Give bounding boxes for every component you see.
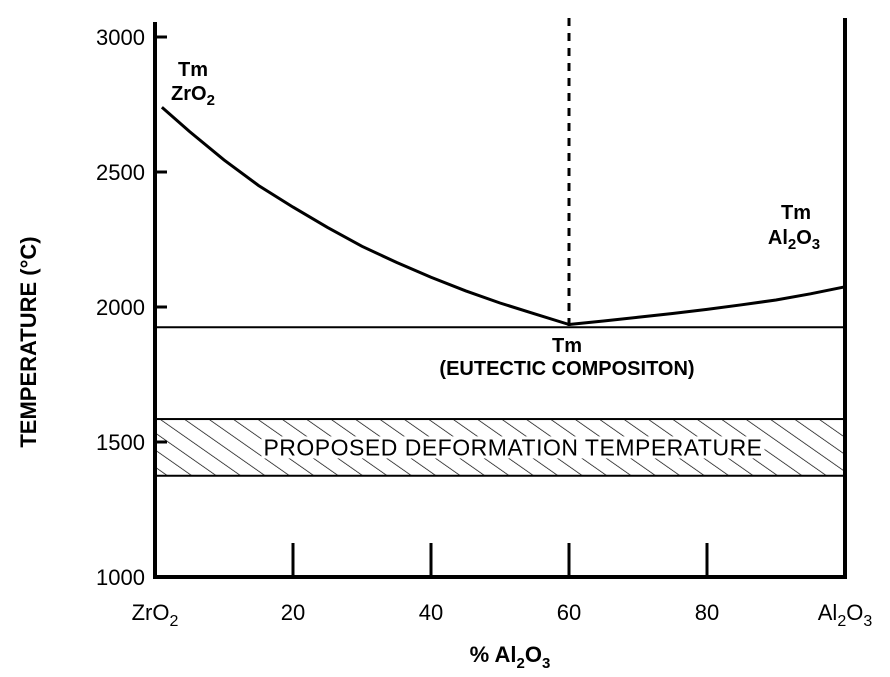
x-tick-label: ZrO2 xyxy=(132,600,179,630)
annotation-eutectic: Tm (EUTECTIC COMPOSITON) xyxy=(439,335,694,380)
y-tick-label: 2500 xyxy=(96,160,145,185)
x-axis-ticks: ZrO2 20 40 60 80 Al2O3 xyxy=(132,543,873,630)
y-tick-label: 1500 xyxy=(96,430,145,455)
annotation-al2o3-tm: Tm xyxy=(781,202,811,224)
x-axis-title-sub2: 3 xyxy=(542,655,550,672)
annotation-zro2-tm: Tm xyxy=(178,59,208,81)
x-axis-title-sub1: 2 xyxy=(517,655,525,672)
y-tick-label: 2000 xyxy=(96,295,145,320)
liquidus-curve-zro2 xyxy=(160,106,570,326)
x-axis-title: % Al2O3 xyxy=(470,642,551,672)
x-tick-label: Al2O3 xyxy=(818,600,873,630)
y-tick-label: 1000 xyxy=(96,565,145,590)
y-tick-label: 3000 xyxy=(96,25,145,50)
x-axis-title-mid: O xyxy=(525,642,542,667)
deformation-band: PROPOSED DEFORMATION TEMPERATURE xyxy=(154,418,846,477)
deformation-band-label-background xyxy=(261,436,765,459)
annotation-zro2-formula: ZrO2 xyxy=(171,83,215,109)
x-tick-label: 20 xyxy=(281,600,305,625)
x-axis-title-prefix: % xyxy=(470,642,495,667)
x-tick-label: 60 xyxy=(557,600,581,625)
annotation-al2o3-melting: Tm Al2O3 xyxy=(768,202,820,253)
liquidus-curve-al2o3 xyxy=(568,285,846,326)
annotation-zro2-melting: Tm ZrO2 xyxy=(171,59,215,109)
x-axis-title-base: Al xyxy=(495,642,517,667)
x-tick-label: 40 xyxy=(419,600,443,625)
annotation-eutectic-label: (EUTECTIC COMPOSITON) xyxy=(439,358,694,380)
x-tick-label: 80 xyxy=(695,600,719,625)
y-axis-title: TEMPERATURE (°C) xyxy=(16,236,41,447)
deformation-band-label: PROPOSED DEFORMATION TEMPERATURE xyxy=(263,434,762,460)
y-axis-ticks: 1000 1500 2000 2500 3000 xyxy=(96,25,167,590)
annotation-al2o3-formula: Al2O3 xyxy=(768,227,820,253)
annotation-eutectic-tm: Tm xyxy=(552,335,582,357)
